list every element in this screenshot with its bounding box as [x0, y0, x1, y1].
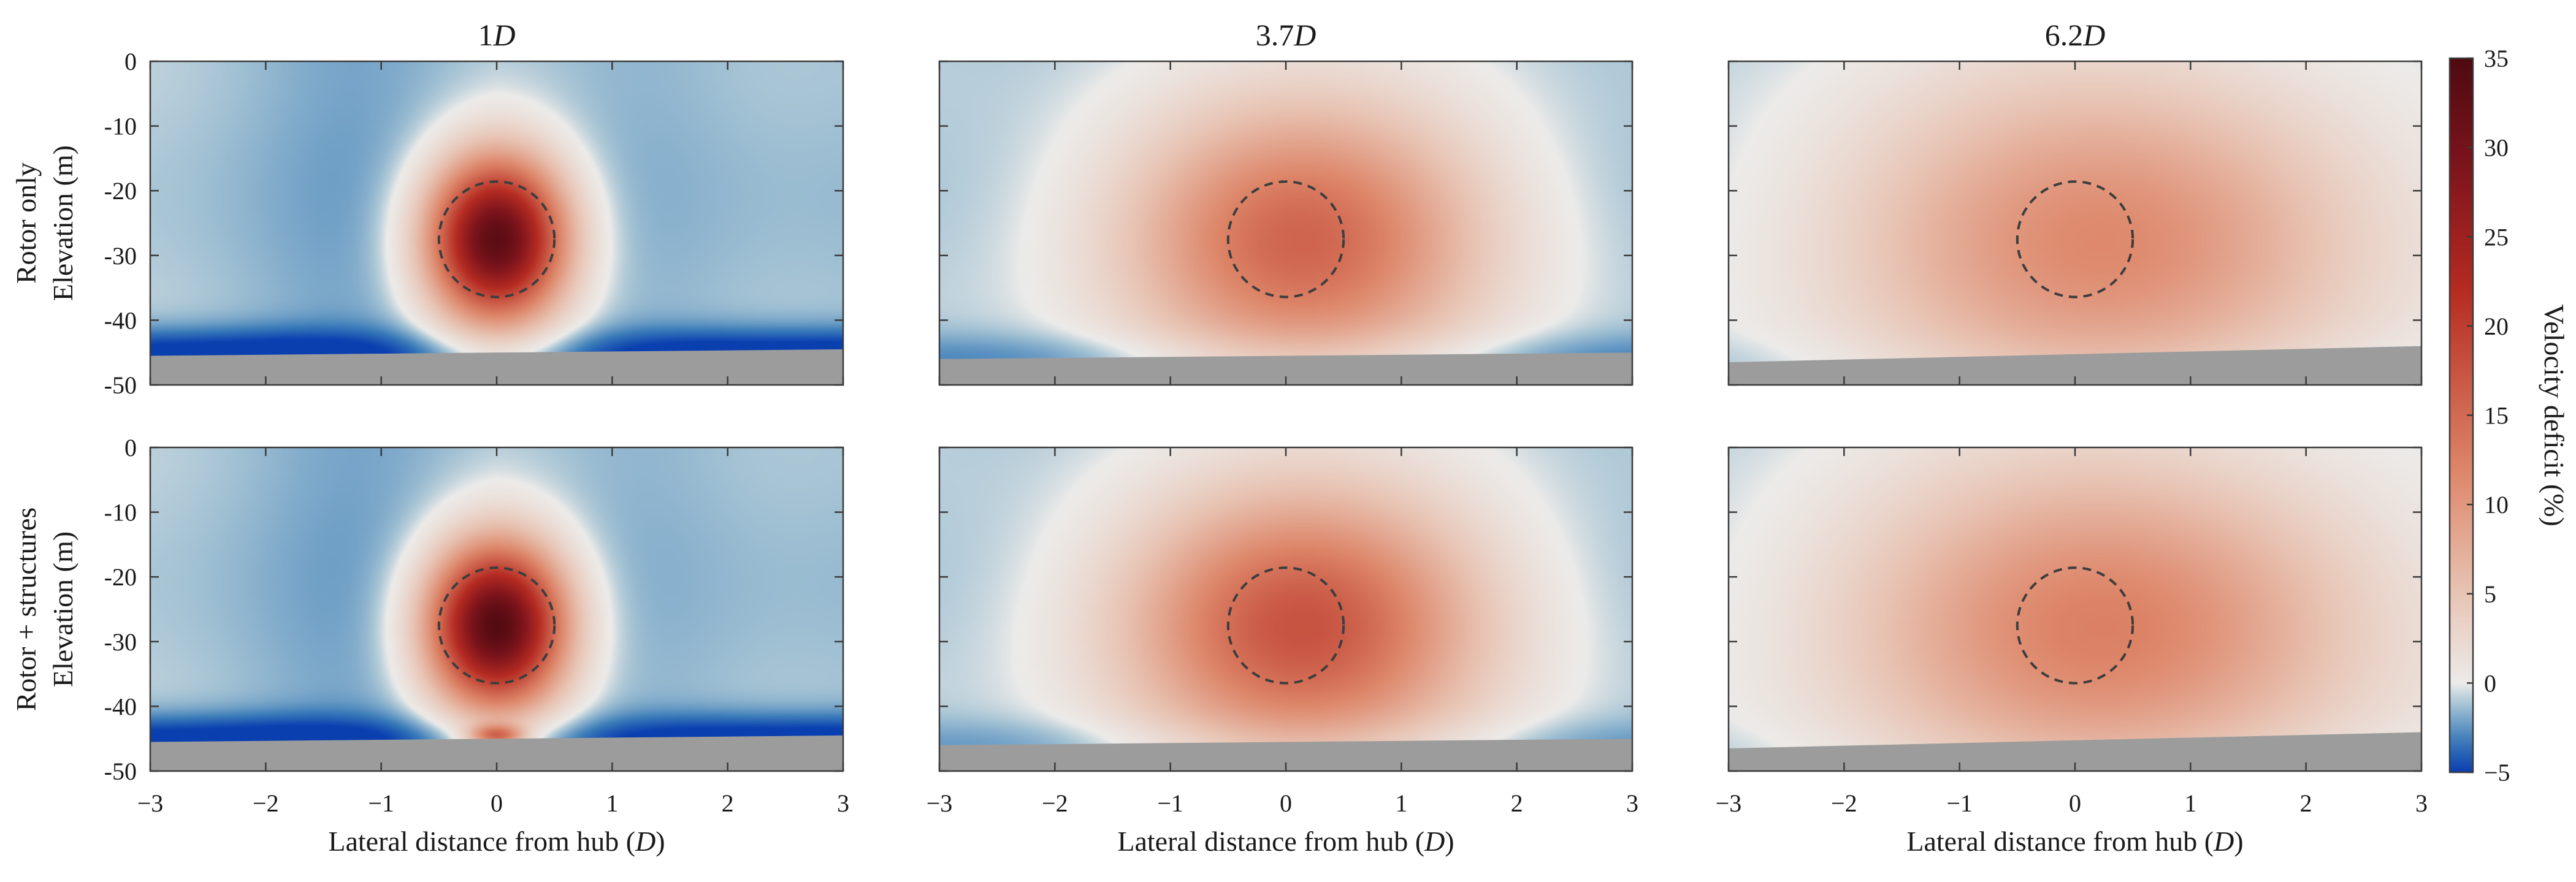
y-tick-label: -50	[104, 371, 137, 399]
colorbar: 35 30 25 20 15 10 5 0 −5 Velocity deficit (%)	[2448, 45, 2570, 786]
y-tick-label: -30	[104, 628, 137, 656]
panel-r0-c0: 0 -10 -20 -30 -40 -50 1D Rotor only Elevation (m…	[10, 18, 844, 399]
y-tick-label: -30	[104, 242, 137, 270]
x-tick-label: 2	[722, 789, 734, 817]
column-title-number: 1	[478, 18, 493, 52]
row-label: Rotor only	[10, 162, 42, 284]
x-tick-label: 0	[491, 789, 503, 817]
x-axis-label-text: Lateral distance from hub (	[1117, 826, 1424, 857]
rotor-outline	[437, 566, 556, 685]
x-tick-label: 0	[2069, 789, 2081, 817]
x-axis-label: Lateral distance from hub (D)	[1906, 826, 2243, 857]
column-title: 6.2D	[2045, 18, 2106, 52]
heatmap-image	[1729, 447, 2421, 771]
row-label: Rotor + structures	[10, 508, 42, 712]
panel-r0-c1: 3.7D	[938, 18, 1634, 386]
x-axis-label-variable: D	[2213, 826, 2234, 857]
x-tick-label: −2	[253, 789, 279, 817]
rotor-outline	[1226, 566, 1345, 685]
seabed	[150, 735, 843, 771]
y-tick-label: -40	[104, 693, 137, 720]
y-tick-label: -50	[104, 758, 137, 785]
colorbar-tick-label: 30	[2484, 134, 2509, 162]
y-axis-label: Elevation (m)	[47, 531, 78, 687]
heatmap-image	[939, 61, 1632, 385]
x-tick-label: −2	[1831, 789, 1857, 817]
panel-r1-c1: −3 −2 −1 0 1 2 3 Lateral distance from hub (D)	[927, 446, 1638, 857]
x-axis-label-close: )	[655, 826, 665, 857]
colorbar-tick-label: 0	[2484, 669, 2496, 697]
rotor-outline	[437, 180, 556, 298]
y-tick-label: -20	[104, 563, 137, 591]
x-tick-label: −3	[927, 789, 953, 817]
y-tick-label: -20	[104, 177, 137, 205]
x-axis-label-variable: D	[1424, 826, 1445, 857]
x-tick-label: −1	[1946, 789, 1973, 817]
x-tick-label: −3	[1716, 789, 1742, 817]
x-axis-label-variable: D	[635, 826, 655, 857]
panel-r0-c2: 6.2D	[1727, 18, 2423, 386]
x-tick-label: 3	[2415, 789, 2428, 817]
colorbar-tick-label: 35	[2484, 45, 2509, 72]
rotor-outline	[2016, 180, 2135, 298]
colorbar-tick-label: 15	[2484, 402, 2509, 430]
x-tick-label: −1	[368, 789, 394, 817]
seabed	[1729, 732, 2421, 771]
heatmap-image	[939, 447, 1632, 771]
y-tick-label: 0	[124, 48, 137, 75]
x-tick-label: 0	[1280, 789, 1292, 817]
y-axis-label: Elevation (m)	[47, 145, 78, 301]
x-axis-label-text: Lateral distance from hub (	[1906, 826, 2214, 857]
x-tick-label: −3	[137, 789, 164, 817]
panel-r1-c2: −3 −2 −1 0 1 2 3 Lateral distance from hub (D)	[1716, 446, 2428, 857]
x-axis-label-close: )	[2234, 826, 2243, 857]
y-tick-label: -40	[104, 306, 137, 334]
x-axis-label-text: Lateral distance from hub (	[328, 826, 635, 857]
colorbar-tick-label: 10	[2484, 491, 2509, 519]
x-axis-label-close: )	[1445, 826, 1454, 857]
seabed	[939, 739, 1632, 771]
colorbar-tick-label: 20	[2484, 313, 2509, 340]
seabed	[150, 349, 843, 385]
x-tick-label: 2	[2300, 789, 2312, 817]
column-title-number: 3.7	[1256, 18, 1294, 52]
column-title: 3.7D	[1256, 18, 1317, 52]
heatmap-image	[1729, 61, 2421, 385]
x-tick-label: 1	[606, 789, 618, 817]
panel-r1-c0: −3 −2 −1 0 1 2 3 0 -10 -20 -30 -40 -50 Lateral distan…	[10, 434, 849, 857]
x-axis-label: Lateral distance from hub (D)	[1117, 826, 1454, 857]
rotor-outline	[2016, 566, 2135, 685]
colorbar-tick-label: −5	[2484, 759, 2510, 786]
column-title-variable: D	[492, 18, 515, 52]
colorbar-label: Velocity deficit (%)	[2539, 304, 2570, 527]
heatmap-image	[150, 447, 843, 771]
column-title-number: 6.2	[2045, 18, 2084, 52]
x-tick-label: −2	[1042, 789, 1068, 817]
y-tick-label: -10	[104, 113, 137, 140]
rotor-outline	[1226, 180, 1345, 298]
column-title: 1D	[478, 18, 515, 52]
x-axis-label: Lateral distance from hub (D)	[328, 826, 665, 857]
x-tick-label: 1	[1395, 789, 1407, 817]
colorbar-tick-label: 25	[2484, 223, 2509, 251]
x-tick-label: 2	[1511, 789, 1523, 817]
x-tick-label: 1	[2184, 789, 2196, 817]
x-tick-label: −1	[1157, 789, 1183, 817]
x-tick-label: 3	[837, 789, 849, 817]
y-tick-label: 0	[124, 434, 137, 462]
colorbar-tick-label: 5	[2484, 580, 2496, 608]
column-title-variable: D	[1293, 18, 1316, 52]
x-tick-label: 3	[1626, 789, 1638, 817]
heatmap-image	[150, 61, 843, 385]
seabed	[1729, 346, 2421, 385]
column-title-variable: D	[2082, 18, 2105, 52]
seabed	[939, 352, 1632, 385]
y-tick-label: -10	[104, 499, 137, 527]
